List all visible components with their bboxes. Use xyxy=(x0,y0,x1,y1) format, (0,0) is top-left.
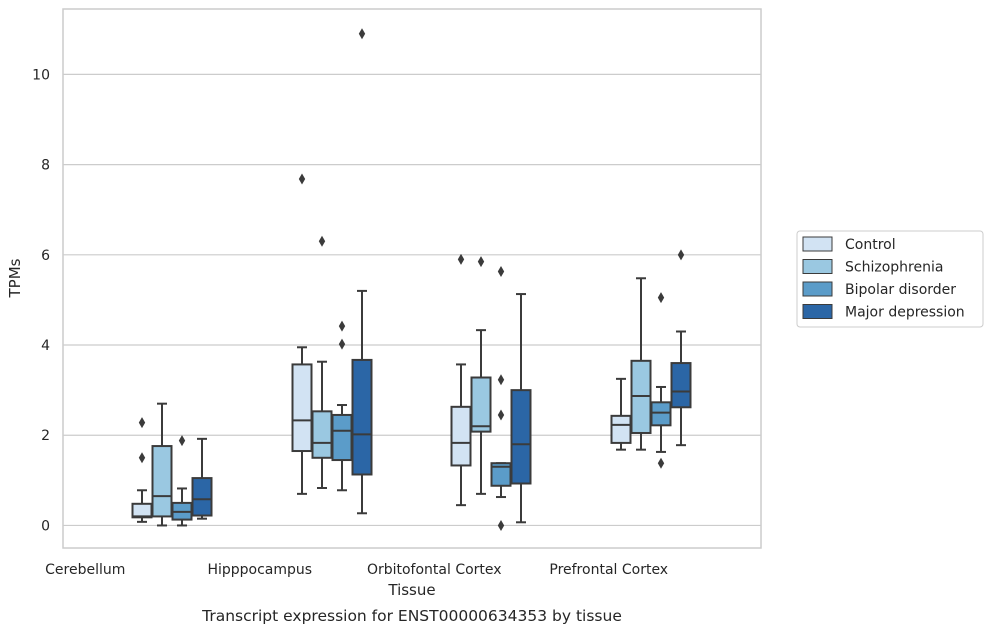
legend-label: Major depression xyxy=(845,305,965,321)
box xyxy=(670,249,692,447)
box-body xyxy=(291,363,313,453)
outlier-point xyxy=(497,266,505,278)
legend-label: Bipolar disorder xyxy=(845,282,956,298)
box xyxy=(610,377,632,451)
box-body xyxy=(351,358,373,476)
box xyxy=(510,293,532,524)
legend: Control Schizophrenia Bipolar disorder Majo… xyxy=(796,230,984,328)
box-body xyxy=(151,445,173,518)
outlier-point xyxy=(358,28,366,40)
box-body xyxy=(311,410,333,459)
legend-swatch xyxy=(802,281,833,297)
legend-label: Control xyxy=(845,237,896,253)
y-axis-label: TPMs xyxy=(6,258,24,298)
box-body xyxy=(610,414,632,444)
outlier-point xyxy=(497,409,505,421)
x-axis-ticks: Cerebellum Hipppocampus Orbitofontal Corte… xyxy=(45,562,668,578)
box xyxy=(630,277,652,451)
box-body xyxy=(191,477,213,517)
outlier-point xyxy=(298,173,306,185)
box xyxy=(311,235,333,490)
box-body xyxy=(670,362,692,409)
box xyxy=(191,437,213,520)
outlier-point xyxy=(318,235,326,247)
y-tick-label: 8 xyxy=(41,158,50,174)
outlier-point xyxy=(497,519,505,531)
x-axis-label: Tissue xyxy=(387,581,435,599)
outlier-point xyxy=(338,338,346,350)
box xyxy=(650,292,672,469)
x-tick-label: Cerebellum xyxy=(45,562,125,578)
legend-swatch xyxy=(802,236,833,252)
outlier-point xyxy=(457,253,465,265)
y-axis-ticks: 0 2 4 6 8 10 xyxy=(32,67,50,534)
box-body xyxy=(510,389,532,485)
legend-swatch xyxy=(802,259,833,274)
legend-label: Schizophrenia xyxy=(845,260,943,276)
box-body xyxy=(131,502,153,519)
legend-frame xyxy=(796,230,984,328)
box xyxy=(171,435,193,527)
box xyxy=(331,320,353,492)
box xyxy=(450,253,472,507)
box xyxy=(490,266,512,531)
outlier-point xyxy=(657,457,665,469)
y-tick-label: 0 xyxy=(41,518,50,534)
x-tick-label: Prefrontal Cortex xyxy=(549,562,668,578)
plot-area-frame xyxy=(62,8,762,549)
box-body xyxy=(450,405,472,467)
outlier-point xyxy=(338,320,346,332)
outlier-point xyxy=(677,249,685,261)
y-tick-label: 2 xyxy=(41,428,50,444)
box-body xyxy=(331,413,353,462)
figure-caption: Transcript expression for ENST0000063435… xyxy=(201,607,622,625)
box xyxy=(131,417,153,523)
outlier-point xyxy=(178,435,186,447)
gridlines xyxy=(63,73,761,527)
y-tick-label: 6 xyxy=(41,248,50,264)
x-tick-label: Hipppocampus xyxy=(207,562,312,578)
outlier-point xyxy=(657,292,665,304)
outlier-point xyxy=(497,374,505,386)
x-tick-label: Orbitofontal Cortex xyxy=(367,562,502,578)
legend-swatch xyxy=(802,304,833,319)
box-body xyxy=(650,401,672,427)
y-tick-label: 10 xyxy=(32,67,50,83)
box xyxy=(151,402,173,527)
y-tick-label: 4 xyxy=(41,338,50,354)
box xyxy=(291,173,313,495)
outlier-point xyxy=(138,417,146,429)
box-body xyxy=(470,376,492,433)
box xyxy=(351,28,373,515)
box-groups xyxy=(131,28,692,531)
outlier-point xyxy=(138,452,146,464)
outlier-point xyxy=(477,256,485,268)
box xyxy=(470,256,492,495)
